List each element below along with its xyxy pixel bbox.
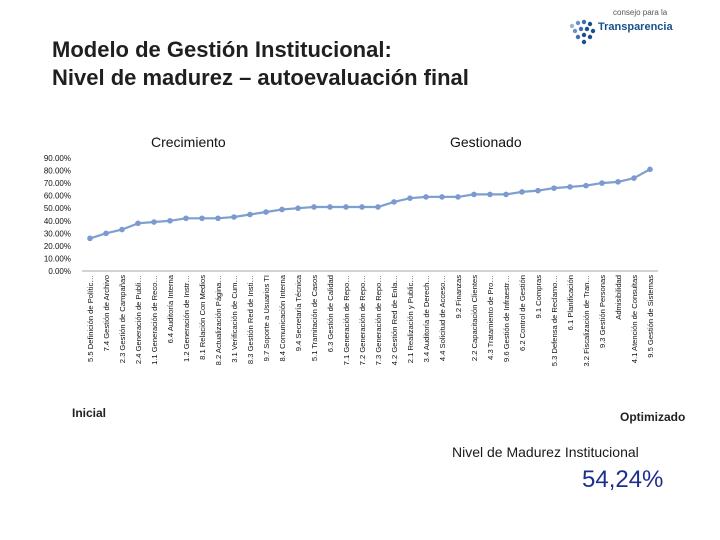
y-tick-label: 0.00%	[48, 267, 71, 276]
data-point	[103, 230, 109, 237]
y-tick-label: 40.00%	[44, 217, 71, 226]
category-label: 2.4 Generación de Publi…	[134, 275, 143, 364]
category-label: 2.1 Realización y Public…	[406, 275, 415, 363]
y-tick-label: 60.00%	[44, 192, 71, 201]
data-point	[295, 205, 301, 212]
y-tick-label: 20.00%	[44, 242, 71, 251]
logo-icon	[569, 19, 596, 45]
data-point	[455, 194, 461, 200]
data-point	[311, 204, 317, 210]
category-label: 9.7 Soporte a Usuarios TI	[262, 275, 271, 361]
data-point	[327, 204, 333, 210]
category-label: 5.3 Defensa de Reclamo…	[550, 275, 559, 366]
data-point	[119, 226, 125, 233]
category-label: 4.3 Tratamiento de Pro…	[486, 275, 495, 360]
logo-small-text: consejo para la	[613, 8, 668, 17]
y-tick-label: 80.00%	[44, 167, 71, 176]
slide-title: Modelo de Gestión Institucional: Nivel d…	[52, 36, 522, 92]
data-point	[183, 215, 189, 222]
category-label: 5.1 Tramitación de Casos	[310, 275, 319, 361]
category-label: 6.3 Gestión de Calidad	[326, 275, 335, 352]
category-label: 9.5 Gestión de Sistemas	[646, 275, 655, 358]
data-point	[199, 215, 205, 222]
y-tick-label: 30.00%	[44, 229, 71, 238]
data-point	[567, 184, 573, 190]
category-label: 8.2 Actualización Página…	[214, 275, 223, 365]
category-label: 2.2 Capacitación Clientes	[470, 275, 479, 361]
y-tick-label: 50.00%	[44, 204, 71, 213]
category-label: 9.1 Compras	[534, 275, 543, 319]
category-label: 9.4 Secretaría Técnica	[294, 274, 303, 351]
data-point	[407, 195, 413, 201]
data-point	[87, 235, 93, 242]
y-tick-label: 90.00%	[44, 154, 71, 163]
category-label: 8.3 Gestión Red de Insti…	[246, 275, 255, 364]
title-line-2: Nivel de madurez – autoevaluación final	[52, 65, 469, 90]
section-label-optimizado: Optimizado	[620, 410, 686, 424]
data-point	[215, 215, 221, 222]
category-label: Admisibilidad	[614, 275, 623, 320]
data-point	[519, 189, 525, 195]
series-line	[89, 168, 651, 240]
category-label: 4.4 Solicitud de Acceso…	[438, 275, 447, 361]
category-label: 9.3 Gestión Personas	[598, 275, 607, 348]
data-point	[247, 211, 253, 218]
data-point	[631, 175, 637, 181]
category-label: 2.3 Gestión de Campañas	[118, 275, 127, 363]
data-point	[423, 194, 429, 200]
data-point	[471, 191, 477, 198]
section-label-inicial: Inicial	[72, 406, 107, 420]
data-point	[391, 199, 397, 205]
category-label: 7.3 Generación de Repo…	[374, 275, 383, 365]
data-point	[583, 182, 589, 189]
category-label: 7.2 Generación de Repo…	[358, 275, 367, 365]
data-point	[279, 206, 285, 213]
category-label: 7.1 Generación de Repo…	[342, 275, 351, 365]
category-label: 1.2 Generación de Instr…	[182, 275, 191, 362]
data-point	[615, 179, 621, 185]
title-line-1: Modelo de Gestión Institucional:	[52, 37, 392, 62]
data-point	[439, 194, 445, 200]
category-label: 4.1 Atención de Consultas	[630, 275, 639, 363]
section-label-gestionado: Gestionado	[450, 134, 522, 150]
data-point	[375, 204, 381, 210]
logo-brand-text: Transparencia	[598, 21, 673, 33]
category-label: 3.2 Fiscalización de Tran…	[582, 275, 591, 367]
category-label: 9.6 Gestión de Infraestr…	[502, 275, 511, 362]
category-label: 1.1 Generación de Reco…	[150, 275, 159, 365]
category-label: 3.4 Auditoría de Derech…	[422, 275, 431, 362]
data-point	[263, 209, 269, 215]
maturity-summary-label: Nivel de Madurez Institucional	[452, 444, 639, 460]
category-label: 5.5 Definición de Polític…	[86, 275, 95, 362]
category-label: 8.4 Comunicación Interna	[278, 274, 287, 361]
data-point	[151, 219, 157, 225]
category-label: 8.1 Relación Con Medios	[198, 275, 207, 360]
data-point	[231, 214, 237, 220]
category-label: 6.1 Planificación	[566, 275, 575, 330]
data-point	[535, 187, 541, 194]
data-point	[551, 185, 557, 191]
category-label: 9.2 Finanzas	[454, 275, 463, 319]
category-label: 4.2 Gestión Red de Enla…	[390, 275, 399, 365]
section-label-crecimiento: Crecimiento	[151, 134, 226, 150]
category-label: 6.4 Auditoría Interna	[166, 274, 175, 343]
category-label: 7.4 Gestión de Archivo	[102, 275, 111, 351]
data-point	[599, 180, 605, 186]
data-point	[343, 204, 349, 210]
category-label: 3.1 Verificación de Cum…	[230, 275, 239, 363]
data-point	[647, 166, 653, 173]
data-point	[487, 191, 493, 198]
y-tick-label: 70.00%	[44, 179, 71, 188]
data-point	[359, 204, 365, 210]
category-label: 6.2 Control de Gestión	[518, 275, 527, 351]
maturity-summary-value: 54,24%	[582, 466, 664, 493]
y-tick-label: 10.00%	[44, 254, 71, 263]
data-point	[167, 217, 173, 224]
data-point	[503, 191, 509, 198]
data-point	[135, 220, 141, 227]
